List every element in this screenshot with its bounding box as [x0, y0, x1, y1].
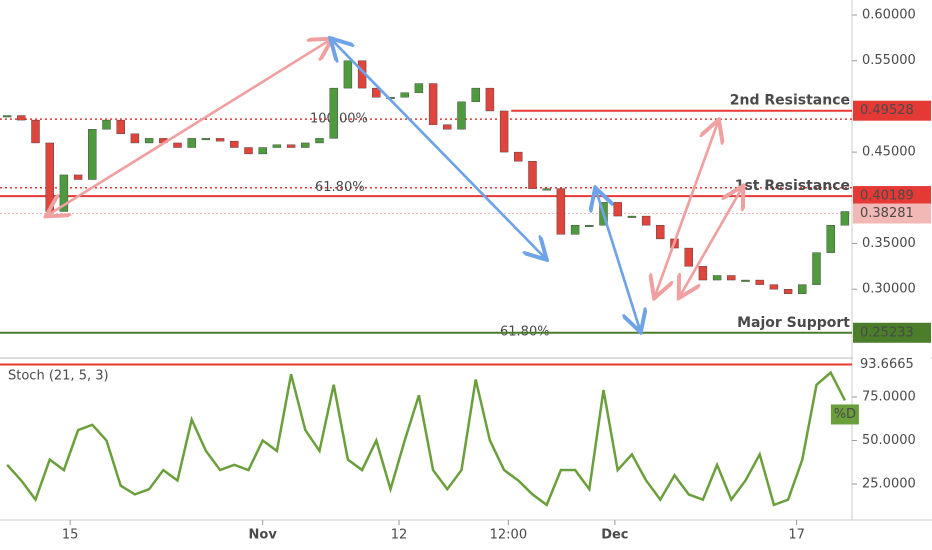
candle	[201, 138, 211, 141]
price-tag-label: 0.40189	[860, 189, 914, 204]
candle	[684, 247, 693, 267]
candle	[45, 142, 54, 212]
y-tick-label: 0.45000	[862, 145, 916, 160]
candle	[130, 133, 140, 144]
y-tick-label: 0.55000	[862, 53, 916, 68]
x-tick-label: Nov	[249, 528, 278, 543]
candle	[173, 142, 182, 148]
candle	[286, 144, 296, 148]
level-name: Major Support	[737, 315, 850, 331]
candle	[272, 144, 282, 148]
candle	[88, 129, 97, 180]
candle	[315, 138, 324, 144]
candle	[613, 202, 622, 217]
arrow	[596, 190, 642, 331]
value-tag	[853, 356, 931, 373]
candle	[727, 275, 736, 281]
candle	[187, 138, 196, 148]
candle	[116, 119, 125, 135]
candle	[2, 115, 12, 118]
level-name: 1st Resistance	[735, 178, 850, 194]
candle	[457, 101, 466, 130]
candle	[712, 275, 722, 281]
candle	[528, 161, 537, 189]
candle	[783, 288, 793, 294]
candle	[31, 119, 40, 144]
x-tick-label: 12	[391, 528, 408, 543]
candle	[656, 225, 665, 240]
candle	[627, 215, 637, 218]
candle	[102, 119, 111, 130]
price-tag-label: 0.25233	[860, 325, 914, 340]
candle	[244, 147, 253, 155]
candle	[471, 87, 480, 103]
fib-label: 100.00%	[310, 112, 368, 127]
price-tag	[853, 322, 931, 343]
candle	[698, 266, 708, 281]
candle	[514, 151, 523, 162]
y-tick-label: 0.35000	[862, 236, 916, 251]
candle	[329, 87, 338, 139]
candle	[17, 115, 26, 121]
candle	[73, 174, 83, 180]
price-tag-label: 0.38281	[860, 206, 914, 221]
candle	[144, 138, 154, 144]
candle	[798, 284, 807, 294]
x-tick-label: 15	[62, 528, 79, 543]
arrow	[655, 121, 720, 296]
candle	[542, 188, 551, 191]
candle	[258, 147, 267, 155]
x-tick-label: 17	[788, 528, 805, 543]
candle	[556, 188, 566, 235]
value-tag-label: 93.6665	[860, 357, 914, 372]
y-tick-label: 50.0000	[862, 433, 916, 448]
candle	[840, 211, 850, 226]
candle	[443, 124, 452, 130]
y-tick-label: 0.60000	[862, 7, 916, 22]
x-tick-label: Dec	[601, 528, 628, 543]
candle	[769, 284, 779, 290]
candle	[400, 92, 409, 98]
price-tag-label: 0.49528	[860, 103, 914, 118]
price-tag	[853, 186, 931, 207]
legend-label: %D	[834, 407, 856, 422]
arrow	[47, 40, 330, 217]
y-tick-label: 25.0000	[862, 476, 916, 491]
x-tick-label: 12:00	[490, 528, 527, 543]
analysis-arrows	[48, 40, 742, 330]
candle	[499, 110, 509, 153]
y-tick-label: 75.0000	[862, 389, 916, 404]
candle	[301, 142, 310, 148]
candle	[741, 279, 750, 282]
legend-tag	[830, 404, 859, 425]
candles	[2, 60, 850, 294]
arrow	[332, 40, 546, 259]
candle	[826, 225, 835, 253]
y-tick-label: 0.30000	[862, 282, 916, 297]
candle	[372, 87, 381, 98]
candle	[230, 140, 239, 148]
candle	[343, 60, 353, 89]
arrow	[680, 187, 744, 296]
candle	[641, 215, 651, 226]
candle	[485, 87, 495, 112]
fib-label: 61.80%	[315, 180, 365, 195]
candle	[755, 279, 764, 285]
price-tag	[853, 203, 931, 224]
candle	[215, 138, 225, 142]
candle	[812, 252, 821, 285]
candle	[570, 225, 580, 235]
indicator-line	[6, 370, 847, 507]
level-name: 2nd Resistance	[730, 93, 850, 109]
candle	[428, 83, 438, 125]
indicator-title: Stoch (21, 5, 3)	[8, 369, 109, 384]
candle	[585, 225, 594, 227]
candle	[414, 83, 424, 93]
price-tag	[853, 100, 931, 121]
